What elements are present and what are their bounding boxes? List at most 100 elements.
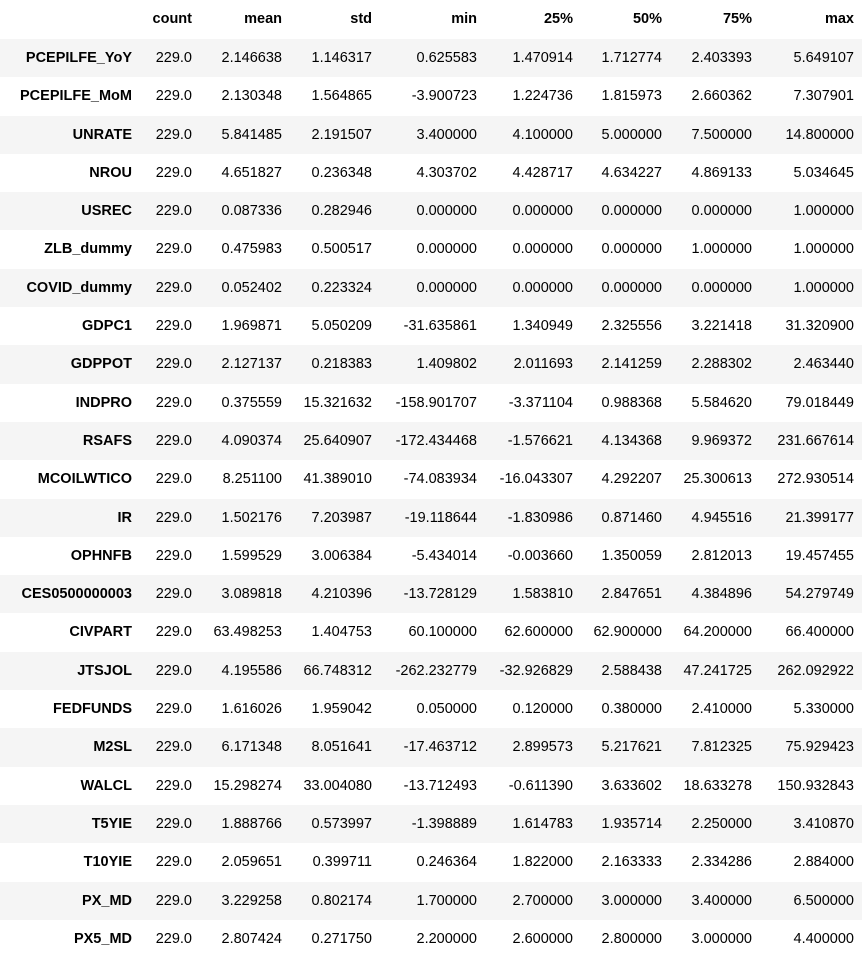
table-cell: 272.930514 <box>777 471 854 488</box>
table-cell: -31.635861 <box>403 318 477 335</box>
table-cell: 0.000000 <box>691 279 752 296</box>
table-row: CIVPART 229.0 63.498253 1.404753 60.100000 62… <box>0 613 862 652</box>
table-cell: 3.229258 <box>221 892 282 909</box>
table-cell: 229.0 <box>155 279 192 296</box>
table-cell: 1.000000 <box>793 279 854 296</box>
row-label: PX5_MD <box>73 930 132 947</box>
table-cell: 229.0 <box>155 471 192 488</box>
row-label: FEDFUNDS <box>53 701 132 718</box>
table-cell: 0.000000 <box>601 203 662 220</box>
table-cell: 4.134368 <box>601 432 662 449</box>
table-cell: 6.500000 <box>793 892 854 909</box>
table-cell: 2.200000 <box>416 930 477 947</box>
table-cell: 1.815973 <box>601 88 662 105</box>
table-row: CES0500000003 229.0 3.089818 4.210396 -13.72… <box>0 575 862 614</box>
table-cell: 2.141259 <box>601 356 662 373</box>
table-cell: 19.457455 <box>785 547 854 564</box>
table-cell: -19.118644 <box>404 509 477 526</box>
index-header <box>0 0 140 39</box>
column-header: 50% <box>632 11 662 27</box>
table-cell: 63.498253 <box>213 624 282 641</box>
table-cell: 3.000000 <box>691 930 752 947</box>
table-cell: 2.899573 <box>512 739 573 756</box>
table-cell: 7.203987 <box>311 509 372 526</box>
table-cell: 4.428717 <box>512 164 573 181</box>
table-cell: 0.050000 <box>416 701 477 718</box>
table-cell: 2.250000 <box>691 815 752 832</box>
column-header: max <box>824 11 854 27</box>
table-cell: 7.812325 <box>691 739 752 756</box>
table-cell: 4.634227 <box>601 164 662 181</box>
table-cell: 2.127137 <box>221 356 282 373</box>
table-cell: 2.191507 <box>311 126 372 143</box>
table-cell: 229.0 <box>155 624 192 641</box>
table-row: UNRATE 229.0 5.841485 2.191507 3.400000 4.100… <box>0 115 862 154</box>
table-cell: 229.0 <box>155 394 192 411</box>
table-cell: 1.564865 <box>311 88 372 105</box>
table-cell: 54.279749 <box>785 586 854 603</box>
table-cell: 1.616026 <box>221 701 282 718</box>
table-cell: 5.034645 <box>793 164 854 181</box>
row-label: T5YIE <box>91 815 132 832</box>
table-cell: 21.399177 <box>785 509 854 526</box>
table-cell: 1.470914 <box>512 50 573 66</box>
table-cell: -262.232779 <box>395 662 477 679</box>
table-cell: 5.217621 <box>601 739 662 756</box>
table-cell: 0.000000 <box>512 279 573 296</box>
table-cell: 2.660362 <box>691 88 752 105</box>
table-cell: 62.600000 <box>504 624 573 641</box>
row-label: INDPRO <box>75 394 132 411</box>
table-cell: 2.807424 <box>221 930 282 947</box>
table-cell: 7.307901 <box>793 88 854 105</box>
table-cell: 0.500517 <box>311 241 372 258</box>
table-header: count mean std min 25% 50% 75% max <box>0 0 862 39</box>
table-cell: 1.583810 <box>512 586 573 603</box>
table-cell: -1.576621 <box>507 432 573 449</box>
table-cell: 0.282946 <box>311 203 372 220</box>
table-cell: 0.087336 <box>221 203 282 220</box>
column-header: std <box>350 11 372 27</box>
table-cell: 1.000000 <box>691 241 752 258</box>
table-cell: 47.241725 <box>683 662 752 679</box>
table-cell: 79.018449 <box>785 394 854 411</box>
table-cell: 229.0 <box>155 88 192 105</box>
table-cell: 5.584620 <box>691 394 752 411</box>
row-label: USREC <box>81 203 132 220</box>
table-row: ZLB_dummy 229.0 0.475983 0.500517 0.000000 0.… <box>0 230 862 269</box>
table-row: MCOILWTICO 229.0 8.251100 41.389010 -74.0839… <box>0 460 862 499</box>
table-cell: 2.410000 <box>691 701 752 718</box>
table-cell: 1.409802 <box>416 356 477 373</box>
row-label: IR <box>117 509 133 526</box>
table-cell: 2.588438 <box>601 662 662 679</box>
table-cell: 0.380000 <box>601 701 662 718</box>
table-cell: 229.0 <box>155 777 192 794</box>
table-cell: 0.236348 <box>311 164 372 181</box>
table-cell: 229.0 <box>155 815 192 832</box>
table-cell: -172.434468 <box>395 432 477 449</box>
table-row: INDPRO 229.0 0.375559 15.321632 -158.901707 -… <box>0 383 862 422</box>
table-cell: 62.900000 <box>593 624 662 641</box>
table-cell: 2.812013 <box>691 547 752 564</box>
row-label: COVID_dummy <box>26 279 132 296</box>
table-cell: 2.130348 <box>221 88 282 105</box>
table-cell: 0.000000 <box>416 241 477 258</box>
table-cell: 4.090374 <box>221 432 282 449</box>
table-cell: 0.000000 <box>601 279 662 296</box>
table-cell: -3.371104 <box>508 394 573 411</box>
table-cell: 8.251100 <box>222 471 282 488</box>
table-cell: -158.901707 <box>395 394 477 411</box>
row-label: PX_MD <box>82 892 132 909</box>
row-label: JTSJOL <box>77 662 132 679</box>
table-body: PCEPILFE_YoY 229.0 2.146638 1.146317 0.62558… <box>0 39 862 959</box>
table-cell: 14.800000 <box>785 126 854 143</box>
table-cell: 4.869133 <box>691 164 752 181</box>
table-cell: 1.350059 <box>601 547 662 564</box>
table-cell: 0.218383 <box>311 356 372 373</box>
table-cell: 229.0 <box>155 356 192 373</box>
table-cell: 4.303702 <box>416 164 477 181</box>
table-row: OPHNFB 229.0 1.599529 3.006384 -5.434014 -0.0… <box>0 536 862 576</box>
table-cell: 5.330000 <box>793 701 854 718</box>
table-row: USREC 229.0 0.087336 0.282946 0.000000 0.0000… <box>0 192 862 231</box>
row-label: OPHNFB <box>70 547 132 564</box>
